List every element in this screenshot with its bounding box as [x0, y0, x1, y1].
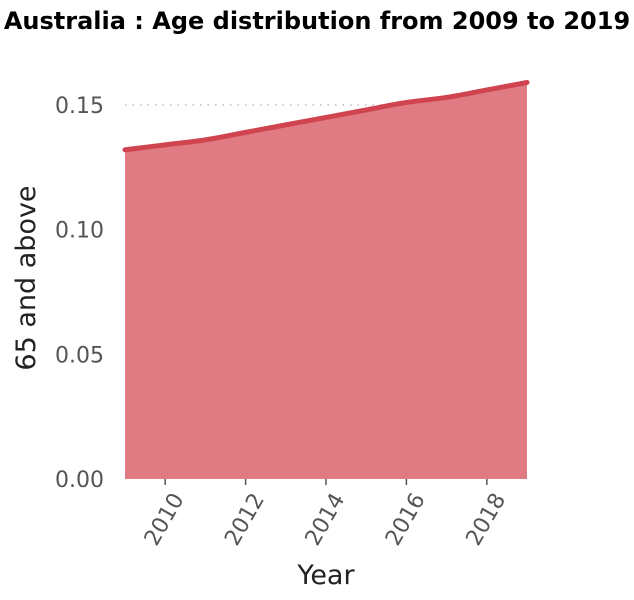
plot-area — [122, 79, 530, 480]
y-tick-label: 0.00 — [55, 468, 104, 493]
x-tick-label: 2012 — [220, 489, 270, 550]
x-axis: 2010 2012 2014 2016 2018 — [140, 479, 511, 550]
x-tick-label: 2014 — [301, 489, 351, 550]
y-tick-label: 0.15 — [55, 94, 104, 119]
y-axis-title: 65 and above — [11, 185, 42, 370]
y-tick-label: 0.10 — [55, 219, 104, 244]
x-tick-label: 2016 — [381, 489, 431, 550]
area-fill — [125, 82, 527, 480]
y-axis: 0.00 0.05 0.10 0.15 — [55, 94, 104, 493]
y-tick-label: 0.05 — [55, 343, 104, 368]
x-tick-label: 2010 — [140, 489, 190, 550]
x-axis-title: Year — [296, 560, 355, 591]
series-line — [122, 79, 530, 153]
x-tick-label: 2018 — [462, 489, 512, 550]
chart-title: Australia : Age distribution from 2009 t… — [3, 7, 631, 35]
